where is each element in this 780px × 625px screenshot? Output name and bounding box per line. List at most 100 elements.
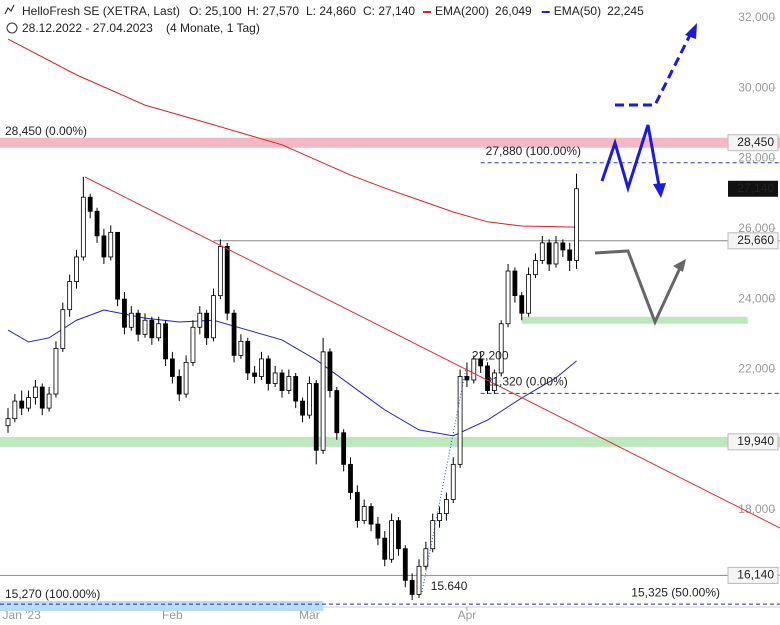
candle-body (368, 506, 374, 525)
candle-body (437, 513, 442, 521)
candle-body (478, 358, 484, 367)
candle-body (300, 400, 305, 416)
candle-body (560, 242, 566, 251)
y-tick-label: 26,000 (738, 221, 775, 235)
header: HelloFresh SE (XETRA, Last) O: 25,100 H:… (4, 4, 415, 35)
candle-body (396, 520, 401, 550)
candle-body (416, 565, 422, 595)
period: (4 Monate, 1 Tag) (166, 21, 260, 35)
arrowhead (685, 23, 697, 39)
candle-body (156, 323, 162, 339)
candle-body (33, 386, 38, 398)
fib-line (421, 367, 467, 593)
candle-body (142, 319, 148, 335)
candle-body (574, 188, 579, 261)
legend-value: 22,245 (607, 4, 644, 18)
candle-body (115, 231, 120, 300)
chart-icon (4, 4, 15, 15)
candle-body (423, 548, 429, 567)
ohlc-low: L: 24,860 (306, 4, 356, 18)
candle-body (505, 270, 511, 325)
ema-line (7, 38, 577, 228)
candle-body (5, 418, 11, 427)
candle-body (197, 312, 203, 328)
y-tick-label: 18,000 (738, 502, 775, 516)
price-tag-label: 25,660 (737, 233, 774, 247)
candle-body (80, 196, 86, 258)
ema-line (7, 309, 577, 437)
candle-body (519, 295, 525, 314)
candle-body (320, 351, 326, 451)
price-tag (727, 566, 779, 584)
candle-body (245, 340, 251, 374)
level-label: 21,320 (0.00%) (486, 375, 568, 389)
candle-body (286, 376, 292, 391)
arrowhead (673, 259, 686, 272)
candle-body (341, 432, 347, 465)
candle-body (389, 520, 395, 560)
candle-body (272, 372, 278, 384)
legend-value: 26,049 (495, 4, 532, 18)
candle-body (526, 274, 531, 314)
candle-body (46, 393, 52, 409)
candle-body (101, 235, 107, 258)
trend-line (84, 176, 780, 529)
candle-body (464, 376, 470, 381)
candle-body (259, 358, 264, 377)
candle-body (409, 579, 415, 595)
candle-body (183, 362, 189, 395)
candle-body (217, 246, 223, 297)
candle-body (176, 376, 182, 395)
y-tick-label: 28,000 (738, 151, 775, 165)
y-tick-label: 30,000 (738, 80, 775, 94)
price-tag-label: 19,940 (737, 434, 774, 448)
candle-body (382, 537, 388, 560)
candle-body (26, 397, 31, 409)
candle-body (327, 351, 333, 391)
y-tick-label: 24,000 (738, 291, 775, 305)
annotation: 15.640 (431, 579, 468, 593)
arrowhead (653, 183, 666, 198)
candle-body (306, 383, 312, 416)
candle-body (265, 358, 271, 384)
last-price-tag (728, 180, 778, 197)
price-tag (727, 433, 779, 451)
level-label: 28,450 (0.00%) (5, 124, 87, 138)
forecast-pullback (594, 249, 682, 326)
candle-body (87, 196, 93, 212)
ohlc-high: H: 27,570 (247, 4, 299, 18)
level-label: 15,325 (50.00%) (631, 585, 720, 599)
level-label: 15,270 (100.00%) (5, 587, 100, 601)
candle-body (354, 492, 360, 521)
candle-body (128, 312, 134, 328)
labels: EMA(200) 26,049 EMA(50) 22,245 28,450 (0.00%… (5, 4, 779, 601)
candle-body (334, 390, 340, 434)
candle-body (375, 523, 381, 539)
candle-body (122, 298, 127, 328)
clock-icon (6, 22, 18, 34)
y-tick-label: 22,000 (738, 362, 775, 376)
candle-body (457, 376, 463, 465)
candle-body (211, 295, 216, 339)
candle-body (512, 270, 518, 297)
candle-body (204, 312, 210, 339)
legend-name: EMA(200) (435, 4, 489, 18)
price-tag-label: 28,450 (737, 135, 774, 149)
annotation: 22,200 (472, 349, 509, 363)
candle-body (252, 372, 258, 377)
forecast-arrow-up (615, 34, 692, 107)
candle-body (224, 246, 230, 314)
candle-body (533, 260, 538, 275)
candle-body (402, 548, 408, 581)
subtitle: 28.12.2022 - 27.04.2023 (22, 21, 153, 35)
candle-body (450, 463, 456, 500)
candle-body (74, 256, 79, 282)
zone (521, 316, 748, 324)
candle-body (567, 249, 573, 261)
last-price-label: 27,140 (737, 181, 774, 195)
candle-body (279, 372, 285, 391)
candle-body (169, 358, 175, 377)
candle-body (94, 210, 100, 237)
candle-body (491, 372, 497, 391)
